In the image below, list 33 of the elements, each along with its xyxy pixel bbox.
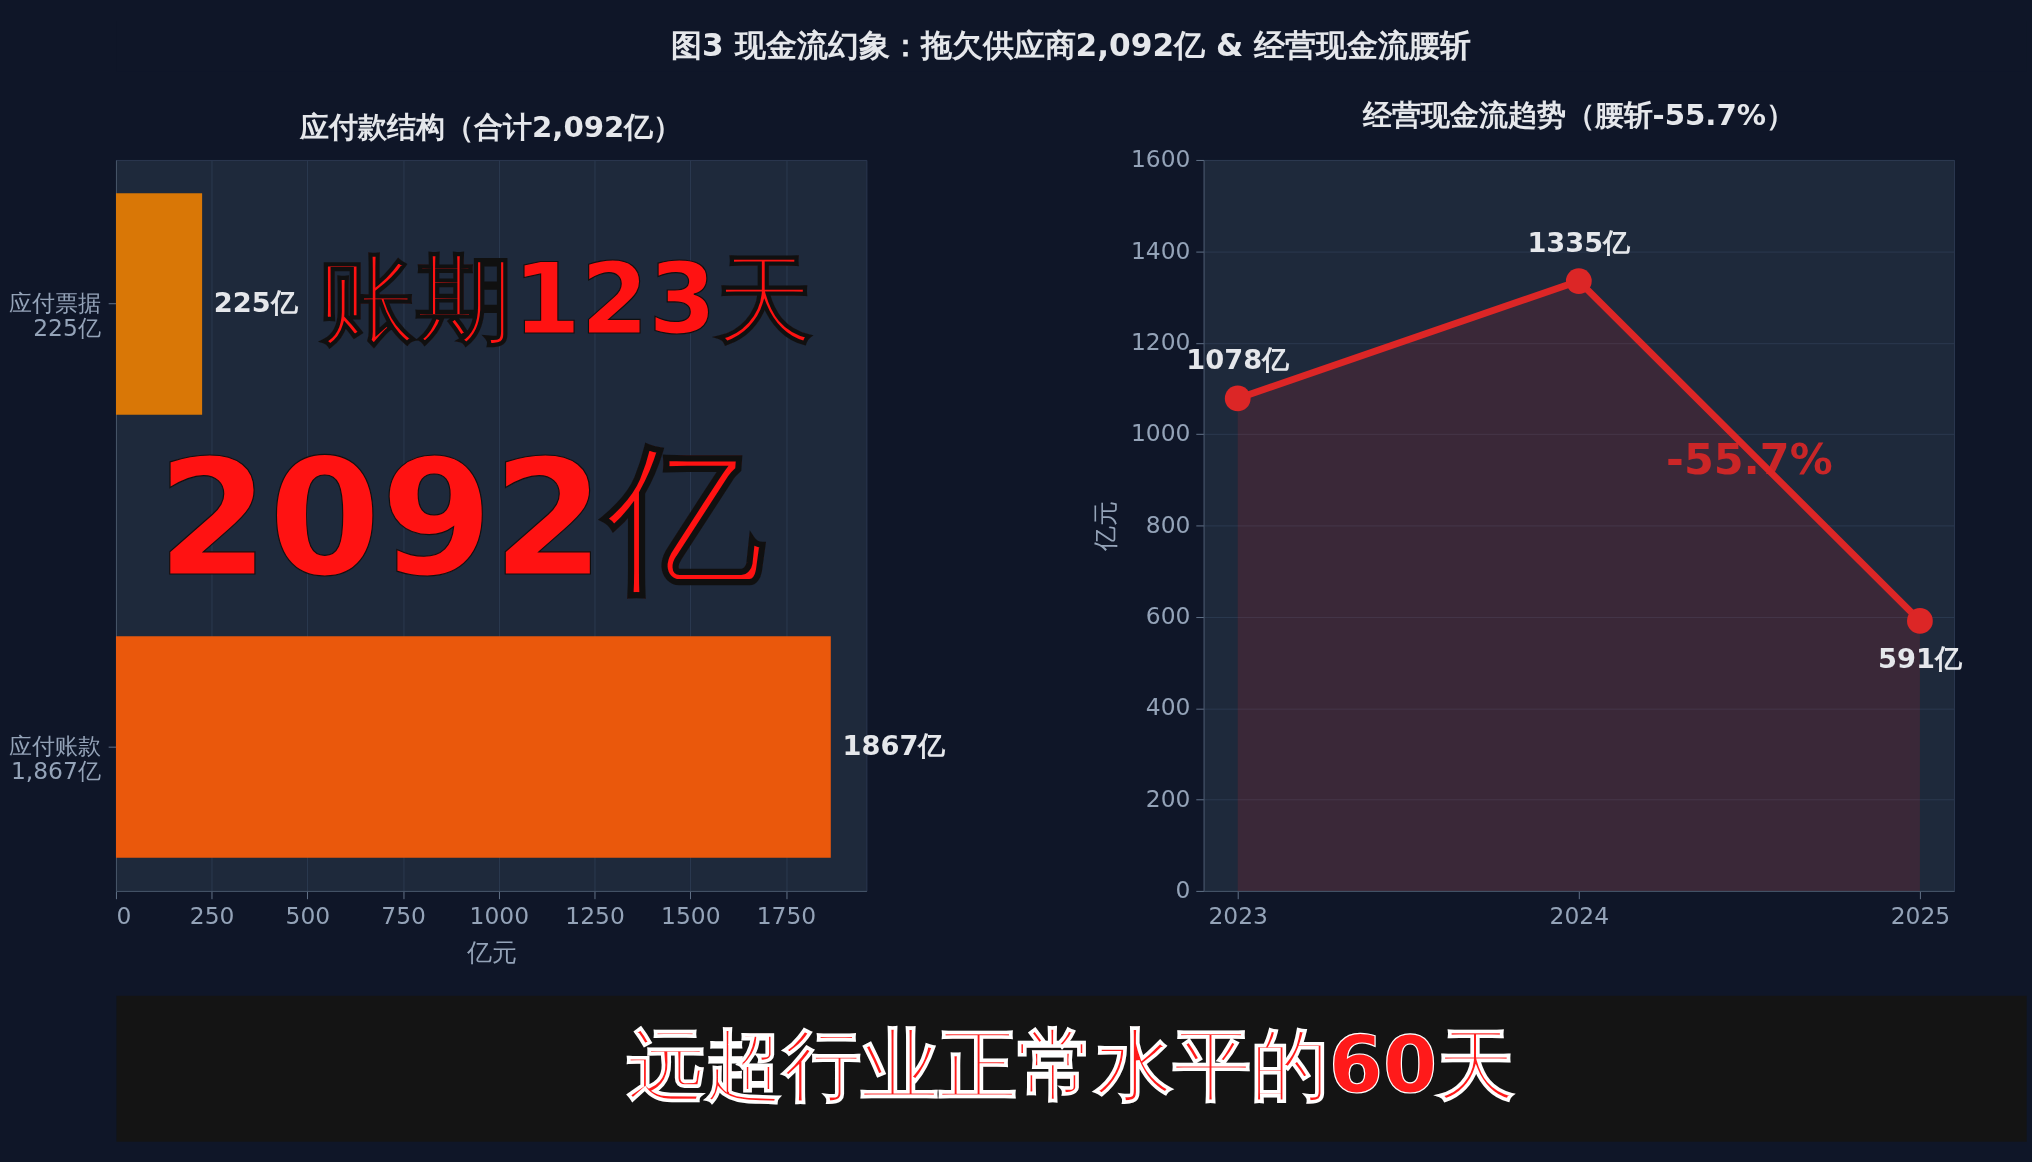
x-tick-label: 1250 — [565, 901, 625, 930]
text: 远超行业正常水平的60天 — [626, 1019, 1516, 1110]
y-tick-label: 应付账款 1,867亿 — [8, 731, 101, 786]
y-tick-label: 1400 — [1130, 236, 1191, 265]
y-tick-label: 600 — [1145, 602, 1191, 631]
data-label: 225亿 — [213, 286, 299, 318]
x-tick-label: 500 — [285, 901, 331, 930]
data-label: 1867亿 — [842, 729, 947, 761]
y-tick-label: 应付票据 225亿 — [8, 288, 101, 343]
text: 图3 现金流幻象：拖欠供应商2,092亿 & 经营现金流腰斩 — [671, 26, 1472, 63]
y-tick-label: 1000 — [1130, 419, 1191, 448]
y-axis-title: 亿元 — [1090, 500, 1121, 552]
x-tick-label: 2025 — [1890, 901, 1951, 930]
y-tick-label: 1600 — [1130, 145, 1191, 174]
data-label: 1335亿 — [1527, 226, 1632, 258]
x-tick-label: 250 — [189, 901, 235, 930]
annotation: 2092亿 — [156, 425, 767, 613]
data-label: 591亿 — [1877, 642, 1963, 674]
y-tick-label: 400 — [1145, 693, 1191, 722]
y-tick-label: 0 — [1175, 876, 1191, 905]
x-axis-title: 亿元 — [465, 936, 517, 967]
x-tick-label: 750 — [381, 901, 426, 930]
x-tick-label: 0 — [116, 901, 132, 930]
x-tick-label: 1000 — [469, 901, 530, 930]
x-tick-label: 1500 — [661, 901, 721, 930]
x-tick-label: 1750 — [756, 901, 817, 930]
x-tick-label: 2024 — [1549, 901, 1610, 930]
chart-title: 经营现金流趋势（腰斩-55.7%） — [1361, 97, 1796, 132]
y-tick-label: 200 — [1145, 784, 1191, 813]
y-tick-label: 800 — [1145, 510, 1191, 539]
chart-title: 应付款结构（合计2,092亿） — [298, 109, 683, 144]
annotation: 账期123天 — [319, 243, 814, 357]
x-tick-label: 2023 — [1208, 901, 1268, 930]
